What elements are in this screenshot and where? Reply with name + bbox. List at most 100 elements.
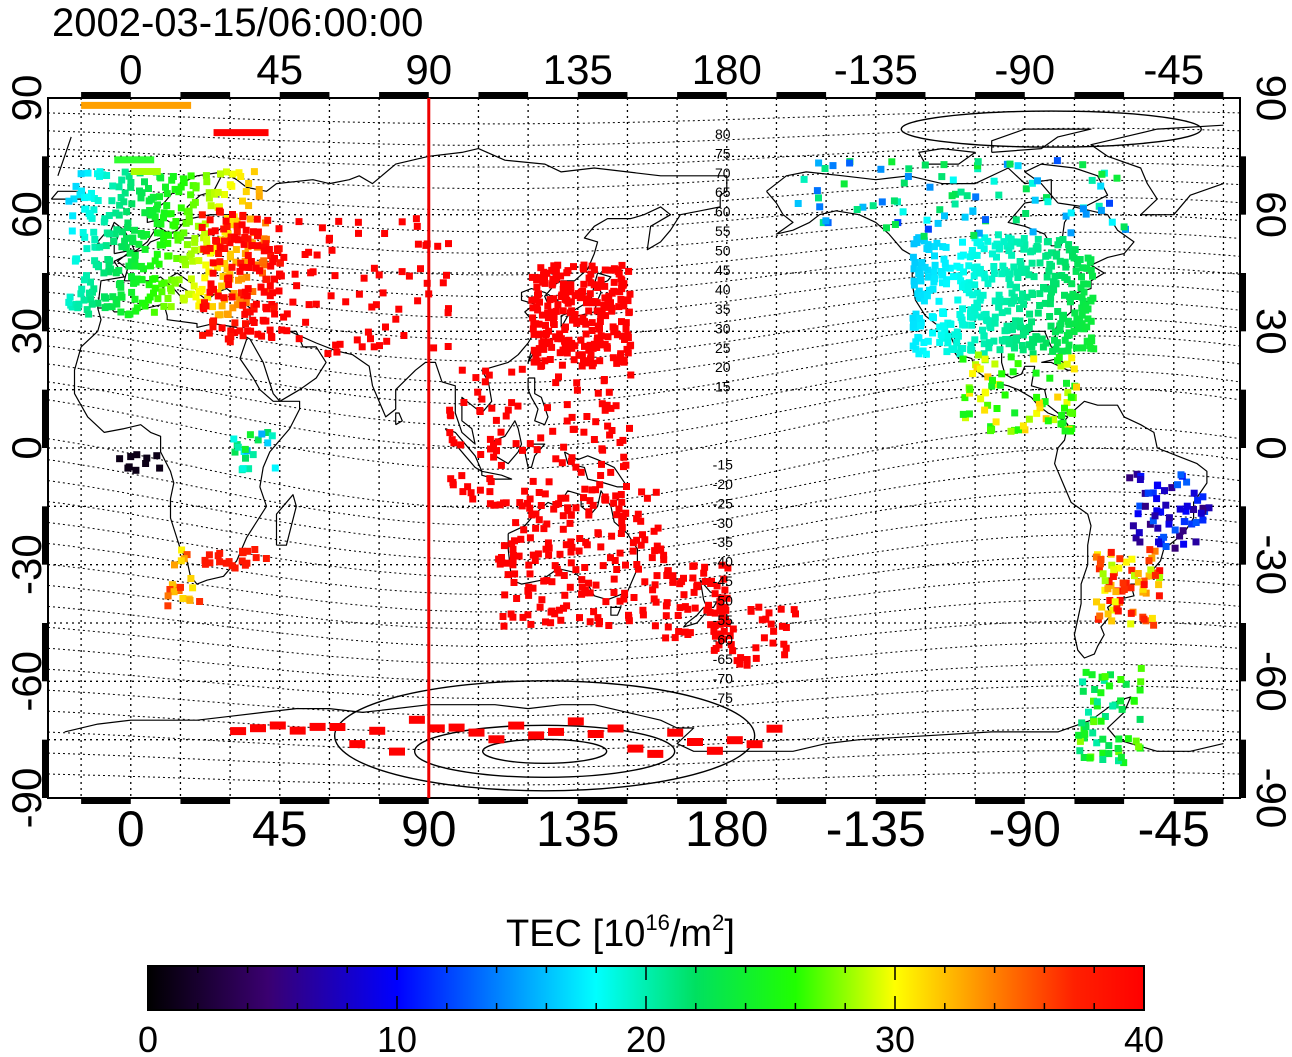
tec-cell [994, 231, 1002, 239]
tec-cell [241, 310, 249, 318]
tec-cell [1078, 321, 1086, 329]
tec-cell [606, 431, 614, 439]
tec-cell [694, 582, 702, 590]
tec-cell [982, 216, 989, 224]
tec-cell [1046, 313, 1054, 320]
tec-cell [524, 587, 532, 595]
tec-cell [535, 489, 543, 496]
tec-cell [271, 310, 279, 318]
tec-cell [428, 724, 445, 733]
magnetic-pole-ring-south [413, 724, 676, 779]
tec-cell [939, 308, 947, 316]
magnetic-contour [48, 145, 1240, 168]
tec-cell [557, 616, 565, 624]
tec-cell [1070, 328, 1078, 335]
tec-cell [717, 630, 725, 638]
tec-cell [562, 541, 570, 549]
tec-cell [192, 182, 200, 190]
tec-cell [1044, 238, 1052, 245]
tec-cell [1008, 251, 1016, 259]
tec-cell [1124, 735, 1132, 743]
tec-cell [1087, 266, 1095, 274]
tec-cell [970, 231, 978, 239]
tec-cell [567, 548, 575, 556]
tec-cell [1150, 621, 1158, 629]
tec-cell [626, 290, 634, 298]
tec-cell [519, 613, 527, 621]
tec-cell [598, 310, 606, 318]
tec-cell [242, 320, 249, 328]
tec-cell [649, 586, 657, 594]
tec-cell [554, 301, 562, 309]
tec-cell [618, 498, 626, 506]
tec-cell [237, 259, 245, 267]
tec-cell [131, 226, 138, 234]
tec-cell [1021, 241, 1029, 249]
tec-cell [939, 322, 947, 330]
tec-cell [214, 188, 222, 196]
lat-tick-label: 30 [1248, 308, 1292, 355]
tec-cell [615, 303, 623, 311]
tec-cell [1065, 246, 1073, 254]
tec-cell [1122, 558, 1130, 566]
tec-cell [76, 191, 84, 199]
tec-cell [226, 239, 234, 247]
tec-cell [1095, 565, 1103, 573]
frame-tick-bar [1240, 506, 1246, 565]
tec-cell [238, 275, 246, 283]
tec-cell [221, 237, 228, 245]
tec-cell [594, 334, 602, 342]
tec-cell [260, 235, 268, 243]
tec-cell [133, 451, 141, 459]
tec-cell [1080, 288, 1088, 296]
tec-cell [1107, 548, 1115, 556]
tec-cell [729, 625, 737, 633]
magnetic-contour [48, 620, 1240, 665]
tec-cell [625, 308, 633, 316]
tec-cell [546, 356, 554, 363]
tec-cell [996, 296, 1004, 304]
tec-cell [229, 211, 236, 218]
tec-cell [1140, 581, 1148, 589]
tec-cell [81, 233, 89, 241]
tec-cell [1099, 570, 1107, 578]
tec-cell [530, 358, 538, 366]
tec-cell [581, 564, 589, 571]
tec-cell [1031, 196, 1039, 204]
tec-cell [1047, 322, 1055, 330]
tec-cell [938, 271, 946, 279]
tec-cell [891, 221, 899, 228]
tec-cell [746, 740, 763, 749]
tec-cell [1151, 547, 1159, 555]
tec-cell [501, 591, 509, 599]
tec-cell [933, 239, 941, 247]
colorbar-label: TEC [1016/m2] [506, 910, 735, 955]
tec-cell [1062, 212, 1070, 220]
tec-cell [955, 272, 963, 280]
tec-cell [937, 331, 945, 339]
tec-cell [183, 551, 191, 559]
tec-cell [944, 339, 952, 347]
tec-cell [127, 453, 135, 461]
tec-cell [1098, 603, 1106, 611]
tec-cell [173, 255, 181, 262]
coastline [491, 420, 523, 465]
tec-cell [1199, 493, 1207, 501]
tec-cell [601, 340, 609, 348]
tec-cell [1151, 571, 1159, 579]
tec-cell [527, 620, 535, 628]
tec-cell [105, 268, 113, 276]
tec-cell [1078, 293, 1086, 301]
tec-cell [289, 726, 306, 735]
tec-cell [238, 263, 246, 271]
tec-cell [910, 277, 918, 285]
tec-cell [91, 236, 99, 243]
tec-cell [121, 189, 129, 197]
tec-cell [627, 744, 644, 753]
tec-cell [72, 182, 80, 190]
tec-cell [941, 259, 949, 267]
tec-cell [963, 192, 971, 200]
frame-tick-bar [180, 798, 231, 804]
frame-tick-bar [42, 506, 48, 565]
magnetic-lat-label: -70 [713, 670, 733, 686]
